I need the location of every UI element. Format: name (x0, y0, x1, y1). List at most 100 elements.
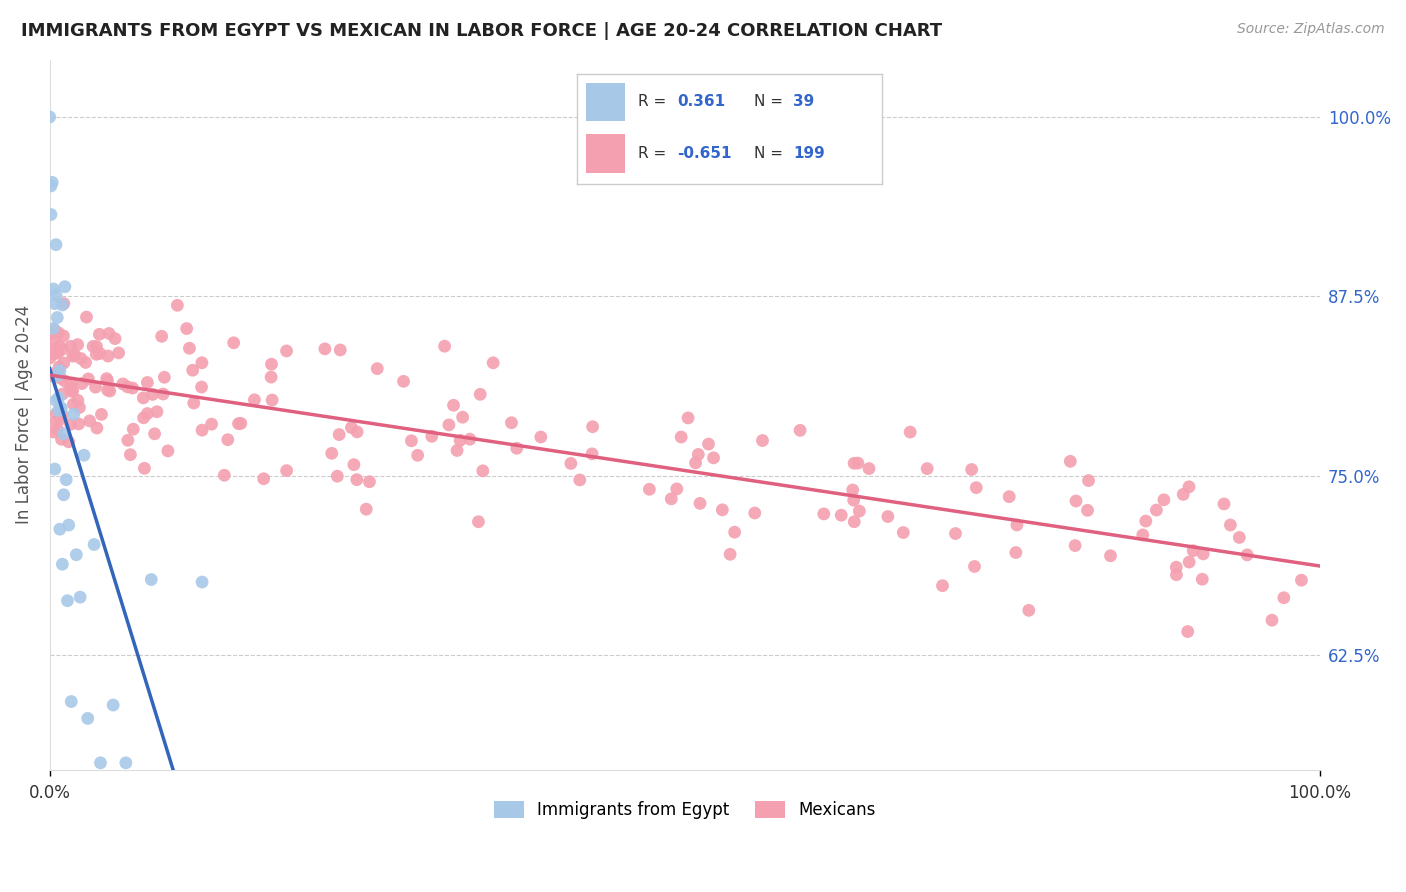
Point (60, 377, 83, 392)
Point (146, 405, 169, 419)
Point (789, 423, 811, 437)
Point (501, 416, 523, 430)
Point (48, 403, 70, 417)
Point (420, 429, 443, 443)
Point (58, 434, 80, 449)
Point (433, 339, 456, 353)
Point (1076, 503, 1098, 517)
Point (329, 343, 352, 357)
Point (846, 456, 869, 470)
Point (96, 371, 118, 385)
Point (77, 372, 100, 386)
Point (471, 464, 494, 478)
Point (111, 376, 134, 391)
Point (42, 425, 65, 439)
Point (191, 423, 214, 437)
Point (66, 337, 89, 351)
Point (1064, 494, 1087, 508)
Point (41, 368, 63, 383)
Point (848, 504, 870, 518)
Point (1272, 591, 1295, 605)
Point (530, 430, 553, 444)
Point (392, 374, 415, 388)
Point (90, 408, 112, 422)
Point (150, 329, 173, 343)
Point (115, 756, 138, 770)
Point (49, 401, 72, 415)
Point (42, 334, 65, 348)
Point (1166, 560, 1188, 574)
Point (844, 515, 866, 529)
Point (46, 345, 69, 359)
Point (52, 387, 75, 401)
Point (891, 525, 914, 540)
Point (1227, 531, 1250, 545)
Point (1213, 497, 1236, 511)
Point (66, 393, 89, 408)
Point (253, 472, 276, 486)
Point (42, 321, 65, 335)
Point (51, 557, 73, 571)
Point (176, 321, 198, 335)
Point (963, 559, 986, 574)
Point (69, 590, 91, 604)
Point (328, 427, 350, 442)
Point (51, 298, 73, 312)
Point (1005, 518, 1028, 533)
Text: IMMIGRANTS FROM EGYPT VS MEXICAN IN LABOR FORCE | AGE 20-24 CORRELATION CHART: IMMIGRANTS FROM EGYPT VS MEXICAN IN LABO… (21, 22, 942, 40)
Point (76, 711, 98, 725)
Point (276, 464, 298, 478)
Point (243, 392, 266, 407)
Point (1005, 545, 1028, 559)
Point (45, 393, 67, 408)
Point (1261, 613, 1284, 627)
Point (89, 327, 111, 342)
Point (1182, 543, 1205, 558)
Point (49, 412, 72, 426)
Point (59, 339, 82, 353)
Point (841, 483, 863, 497)
Point (67, 417, 90, 431)
Point (340, 420, 363, 434)
Point (965, 481, 987, 495)
Point (39, 208, 62, 222)
Point (366, 361, 388, 376)
Point (960, 462, 983, 476)
Point (260, 370, 283, 384)
Point (46, 310, 69, 325)
Point (451, 410, 474, 425)
Point (153, 370, 176, 384)
Point (52, 296, 75, 310)
Point (1144, 503, 1167, 517)
Point (62, 397, 84, 411)
Point (143, 426, 166, 441)
Point (53, 374, 76, 388)
Point (73, 448, 96, 462)
Point (581, 447, 603, 461)
Point (51, 342, 73, 356)
Point (1178, 555, 1201, 569)
Point (876, 509, 898, 524)
Point (744, 506, 766, 520)
Point (190, 380, 212, 394)
Point (84, 380, 107, 394)
Point (568, 473, 591, 487)
Point (152, 387, 174, 401)
Point (49, 522, 72, 536)
Point (52, 426, 75, 441)
Point (83, 537, 105, 551)
Point (56, 593, 79, 607)
Point (751, 434, 773, 448)
Point (39, 178, 62, 193)
Point (1166, 567, 1188, 582)
Point (58, 518, 80, 533)
Point (1291, 573, 1313, 587)
Point (191, 575, 214, 590)
Point (1177, 624, 1199, 639)
Point (132, 391, 155, 405)
Point (830, 508, 852, 523)
Point (1099, 549, 1122, 563)
Point (89, 346, 111, 360)
Point (52, 329, 75, 343)
Point (41, 342, 63, 356)
